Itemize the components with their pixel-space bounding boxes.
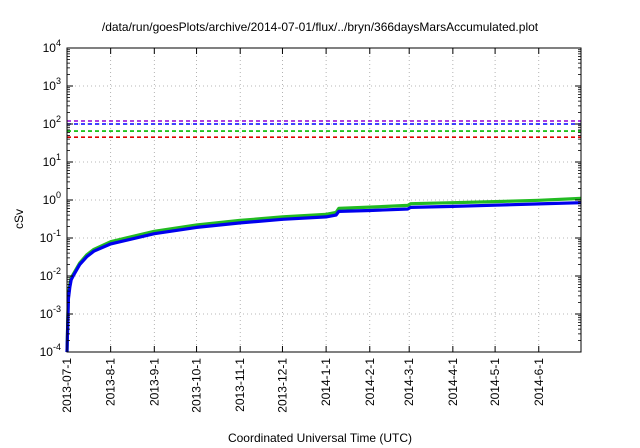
y-tick-exponent: -4 [53, 342, 61, 352]
x-tick-label: 2014-4-1 [446, 358, 460, 406]
x-tick-label: 2013-8-1 [104, 358, 118, 406]
y-tick-exponent: -3 [53, 304, 61, 314]
chart-title: /data/run/goesPlots/archive/2014-07-01/f… [101, 20, 539, 34]
x-tick-label: 2014-3-1 [402, 358, 416, 406]
y-tick-exponent: -1 [53, 228, 61, 238]
y-tick-label: 104 [43, 38, 61, 55]
y-axis-label: cSv [12, 209, 26, 230]
x-axis-label: Coordinated Universal Time (UTC) [227, 431, 413, 445]
y-tick-label: 10-3 [40, 304, 61, 321]
y-tick-label: 103 [43, 76, 61, 93]
x-tick-label: 2013-9-1 [147, 358, 161, 406]
x-tick-label: 2013-07-1 [60, 358, 74, 413]
y-tick-exponent: 2 [56, 114, 61, 124]
y-tick-exponent: -2 [53, 266, 61, 276]
series-line-2 [65, 201, 582, 353]
y-tick-label: 10-4 [40, 342, 61, 359]
y-tick-label: 10-1 [40, 228, 61, 245]
x-tick-label: 2013-11-1 [233, 358, 247, 412]
x-tick-label: 2013-10-1 [190, 358, 204, 413]
x-tick-label: 2014-1-1 [319, 358, 333, 406]
x-tick-label: 2014-6-1 [532, 358, 546, 406]
y-tick-label: 102 [43, 114, 61, 131]
y-tick-label: 101 [43, 152, 61, 169]
y-tick-label: 10-2 [40, 266, 61, 283]
x-tick-label: 2014-2-1 [363, 358, 377, 406]
x-tick-label: 2013-12-1 [275, 358, 289, 413]
x-tick-label: 2014-5-1 [488, 358, 502, 406]
y-tick-exponent: 4 [56, 38, 61, 48]
y-tick-exponent: 3 [56, 76, 61, 86]
y-tick-exponent: 0 [56, 190, 61, 200]
y-tick-exponent: 1 [56, 152, 61, 162]
y-tick-label: 100 [43, 190, 61, 207]
series-line-1 [65, 196, 582, 353]
